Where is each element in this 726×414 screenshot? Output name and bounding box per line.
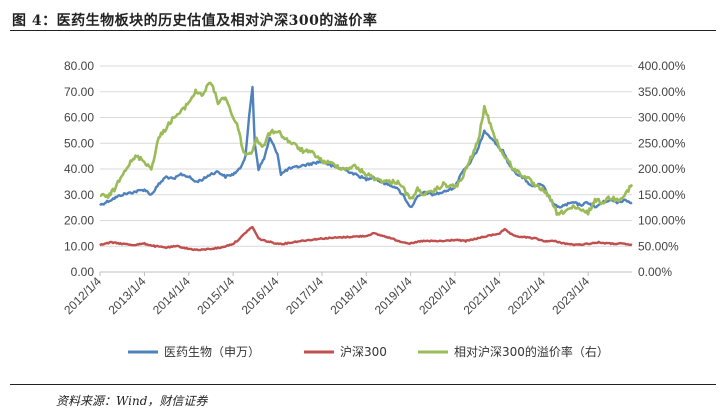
left-tick-label: 70.00 — [64, 85, 94, 99]
right-tick-label: 200.00% — [638, 162, 686, 176]
x-axis-ticks: 2012/1/4 2013/1/4 2014/1/4 2015/1/4 2016/1/4… — [61, 272, 592, 317]
x-tick-label: 2018/1/4 — [327, 274, 370, 317]
legend-label: 沪深300 — [340, 345, 387, 359]
left-tick-label: 60.00 — [64, 111, 94, 125]
left-tick-label: 80.00 — [64, 59, 94, 73]
right-tick-label: 300.00% — [638, 111, 686, 125]
right-tick-label: 0.00% — [638, 265, 672, 279]
right-tick-label: 400.00% — [638, 59, 686, 73]
x-tick-label: 2016/1/4 — [239, 274, 282, 317]
right-tick-label: 250.00% — [638, 136, 686, 150]
x-tick-label: 2013/1/4 — [106, 274, 149, 317]
right-tick-label: 350.00% — [638, 85, 686, 99]
left-tick-label: 0.00 — [71, 265, 95, 279]
source-note: 资料来源：Wind，财信证券 — [56, 394, 208, 408]
right-tick-label: 150.00% — [638, 188, 686, 202]
figure-title: 图 4：医药生物板块的历史估值及相对沪深300的溢价率 — [12, 13, 378, 29]
x-tick-label: 2019/1/4 — [372, 274, 415, 317]
x-tick-label: 2015/1/4 — [194, 274, 237, 317]
legend-label: 相对沪深300的溢价率（右） — [454, 344, 609, 359]
series-lines — [99, 81, 634, 252]
title-rule — [10, 30, 716, 31]
left-tick-label: 50.00 — [64, 136, 94, 150]
series-line-2 — [99, 225, 633, 252]
x-tick-label: 2012/1/4 — [61, 274, 104, 317]
left-tick-label: 30.00 — [64, 188, 94, 202]
legend: 医药生物（申万） 沪深300 相对沪深300的溢价率（右） — [128, 344, 609, 359]
x-tick-label: 2020/1/4 — [416, 274, 459, 317]
right-axis-ticks: 0.00% 50.00% 100.00% 150.00% 200.00% 250.00% 3… — [638, 59, 686, 279]
right-tick-label: 100.00% — [638, 214, 686, 228]
left-tick-label: 20.00 — [64, 214, 94, 228]
left-tick-label: 40.00 — [64, 162, 94, 176]
left-tick-label: 10.00 — [64, 239, 94, 253]
x-tick-label: 2017/1/4 — [283, 274, 326, 317]
right-tick-label: 50.00% — [638, 239, 679, 253]
series-line-3 — [99, 81, 634, 216]
left-axis-ticks: 0.00 10.00 20.00 30.00 40.00 50.00 60.00 70.00 8… — [64, 59, 94, 279]
x-tick-label: 2014/1/4 — [150, 274, 193, 317]
x-tick-label: 2021/1/4 — [461, 274, 504, 317]
series-line-1 — [99, 85, 633, 209]
legend-label: 医药生物（申万） — [164, 345, 260, 359]
source-rule — [10, 384, 716, 385]
x-tick-label: 2022/1/4 — [505, 274, 548, 317]
x-tick-label: 2023/1/4 — [549, 274, 592, 317]
